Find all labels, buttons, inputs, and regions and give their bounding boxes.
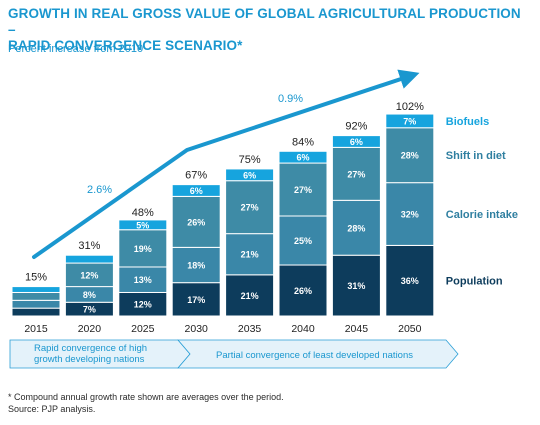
data-label-shift-in-diet-2020: 12% <box>80 270 98 280</box>
bar-segment-shift-in-diet-2015 <box>11 291 61 301</box>
chart-title-line-2: RAPID CONVERGENCE SCENARIO* <box>8 38 243 53</box>
data-label-population-2045: 31% <box>347 281 365 291</box>
bar-segment-biofuels-2035 <box>225 168 275 182</box>
data-label-calorie-intake-2020: 8% <box>83 290 96 300</box>
legend-biofuels: Biofuels <box>446 116 489 128</box>
data-label-population-2035: 21% <box>241 291 259 301</box>
bar-segment-population-2040 <box>278 264 328 317</box>
total-label-2025: 48% <box>132 207 154 219</box>
bar-segment-population-2050 <box>385 244 435 317</box>
chart-subtitle: Percent increase from 2010 <box>8 43 144 55</box>
phase-label-partial-convergence: Partial convergence of least developed n… <box>216 350 413 361</box>
data-label-shift-in-diet-2045: 27% <box>347 169 365 179</box>
data-label-calorie-intake-2040: 25% <box>294 236 312 246</box>
x-tick-label-2020: 2020 <box>78 323 102 335</box>
bar-segment-biofuels-2020 <box>64 254 114 264</box>
legend-shift-in-diet: Shift in diet <box>446 150 506 162</box>
phase-bands: Rapid convergence of high growth developi… <box>9 339 459 369</box>
bar-segment-shift-in-diet-2025 <box>118 229 168 268</box>
data-label-biofuels-2030: 6% <box>190 186 203 196</box>
data-label-biofuels-2050: 7% <box>403 116 416 126</box>
total-label-2035: 75% <box>239 154 261 166</box>
data-label-biofuels-2025: 5% <box>136 220 149 230</box>
data-label-shift-in-diet-2035: 27% <box>241 203 259 213</box>
data-label-shift-in-diet-2040: 27% <box>294 185 312 195</box>
bar-segment-shift-in-diet-2050 <box>385 127 435 184</box>
bar-segment-calorie-intake-2045 <box>331 199 381 256</box>
chart-title: GROWTH IN REAL GROSS VALUE OF GLOBAL AGR… <box>8 6 528 54</box>
data-label-calorie-intake-2035: 21% <box>241 250 259 260</box>
data-label-biofuels-2035: 6% <box>243 170 256 180</box>
data-label-calorie-intake-2050: 32% <box>401 210 419 220</box>
growth-rate-2015-2030: 2.6% <box>87 184 112 196</box>
bar-segment-population-2015 <box>11 307 61 317</box>
bar-segment-population-2045 <box>331 254 381 317</box>
bar-segment-calorie-intake-2025 <box>118 266 168 293</box>
x-tick-label-2015: 2015 <box>24 323 48 335</box>
bars-group: 15% 2015 7% 8% 12% 31% 2020 12% 13% 19% 5%48% 2025 1… <box>11 101 518 335</box>
bar-segment-shift-in-diet-2030 <box>171 195 221 248</box>
phase-band-partial-convergence <box>177 339 459 369</box>
growth-rate-2030-2050: 0.9% <box>278 93 303 105</box>
data-label-population-2030: 17% <box>187 295 205 305</box>
chart-title-line-1: GROWTH IN REAL GROSS VALUE OF GLOBAL AGR… <box>8 6 521 37</box>
data-label-calorie-intake-2045: 28% <box>347 223 365 233</box>
bar-segment-calorie-intake-2035 <box>225 233 275 276</box>
bar-segment-calorie-intake-2050 <box>385 182 435 246</box>
data-label-population-2020: 7% <box>83 305 96 315</box>
data-label-population-2040: 26% <box>294 286 312 296</box>
total-label-2030: 67% <box>185 170 207 182</box>
x-tick-label-2045: 2045 <box>345 323 369 335</box>
bar-segment-shift-in-diet-2035 <box>225 180 275 235</box>
bar-segment-biofuels-2040 <box>278 150 328 164</box>
x-tick-label-2035: 2035 <box>238 323 262 335</box>
source-note: Source: PJP analysis. <box>8 404 96 414</box>
bar-segment-population-2035 <box>225 274 275 317</box>
bar-segment-biofuels-2050 <box>385 113 435 129</box>
footnote-cagr: * Compound annual growth rate shown are … <box>8 392 284 402</box>
bar-segment-calorie-intake-2015 <box>11 299 61 309</box>
data-label-calorie-intake-2030: 18% <box>187 261 205 271</box>
data-label-population-2050: 36% <box>401 276 419 286</box>
bar-segment-biofuels-2025 <box>118 219 168 231</box>
bar-segment-calorie-intake-2040 <box>278 215 328 266</box>
bar-segment-biofuels-2045 <box>331 135 381 148</box>
total-label-2050: 102% <box>396 101 424 113</box>
growth-arrow-group: 2.6% 0.9% <box>32 69 420 259</box>
growth-trend-arrow <box>32 69 420 259</box>
x-tick-label-2050: 2050 <box>398 323 422 335</box>
total-label-2015: 15% <box>25 272 47 284</box>
data-label-biofuels-2040: 6% <box>296 153 309 163</box>
phase-label-rapid-convergence: Rapid convergence of high growth developi… <box>34 343 147 365</box>
x-tick-label-2030: 2030 <box>185 323 209 335</box>
x-tick-label-2025: 2025 <box>131 323 155 335</box>
legend-calorie-intake: Calorie intake <box>446 209 518 221</box>
bar-segment-biofuels-2015 <box>11 286 61 293</box>
footnote: * Compound annual growth rate shown are … <box>8 391 284 415</box>
data-label-population-2025: 12% <box>134 300 152 310</box>
data-label-calorie-intake-2025: 13% <box>134 275 152 285</box>
data-label-biofuels-2045: 6% <box>350 137 363 147</box>
bar-segment-biofuels-2030 <box>171 184 221 197</box>
legend-population: Population <box>446 276 503 288</box>
total-label-2045: 92% <box>345 121 367 133</box>
x-tick-label-2040: 2040 <box>291 323 315 335</box>
data-label-shift-in-diet-2025: 19% <box>134 244 152 254</box>
data-label-shift-in-diet-2050: 28% <box>401 151 419 161</box>
data-label-shift-in-diet-2030: 26% <box>187 217 205 227</box>
total-label-2040: 84% <box>292 136 314 148</box>
bar-segment-calorie-intake-2030 <box>171 246 221 284</box>
bar-segment-shift-in-diet-2040 <box>278 162 328 217</box>
total-label-2020: 31% <box>78 240 100 252</box>
